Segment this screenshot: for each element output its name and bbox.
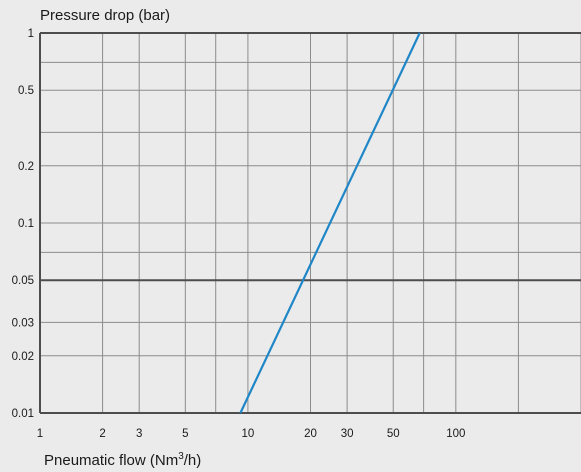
x-axis-title: Pneumatic flow (Nm3/h)	[44, 451, 201, 469]
y-tick-label: 0.5	[18, 85, 34, 97]
x-axis-title-suffix: /h)	[184, 452, 202, 469]
y-tick-label: 0.02	[12, 351, 34, 363]
x-tick-label: 100	[446, 428, 465, 440]
y-tick-label: 0.01	[12, 408, 34, 420]
tick-labels: 1 2 3 5 10 20 30 50 100 1 0.5 0.2 0.1 0.05 0.03 0.02 0.0…	[12, 28, 466, 440]
x-tick-label: 3	[136, 428, 142, 440]
x-tick-label: 20	[304, 428, 317, 440]
series-line	[239, 32, 421, 414]
x-tick-label: 50	[387, 428, 400, 440]
series-layer	[239, 32, 421, 414]
x-tick-label: 5	[182, 428, 188, 440]
y-tick-label: 0.2	[18, 161, 34, 173]
x-tick-label: 30	[341, 428, 354, 440]
axes	[39, 32, 581, 414]
x-tick-label: 2	[99, 428, 105, 440]
y-tick-label: 0.03	[12, 317, 34, 329]
y-axis-title: Pressure drop (bar)	[40, 7, 170, 24]
x-tick-label: 10	[242, 428, 255, 440]
y-tick-label: 0.1	[18, 218, 34, 230]
grid	[40, 33, 581, 413]
x-axis-title-prefix: Pneumatic flow (Nm	[44, 452, 178, 469]
x-tick-label: 1	[37, 428, 43, 440]
y-tick-label: 0.05	[12, 275, 34, 287]
y-tick-label: 1	[28, 28, 34, 40]
x-axis-title-superscript: 3	[178, 451, 184, 462]
